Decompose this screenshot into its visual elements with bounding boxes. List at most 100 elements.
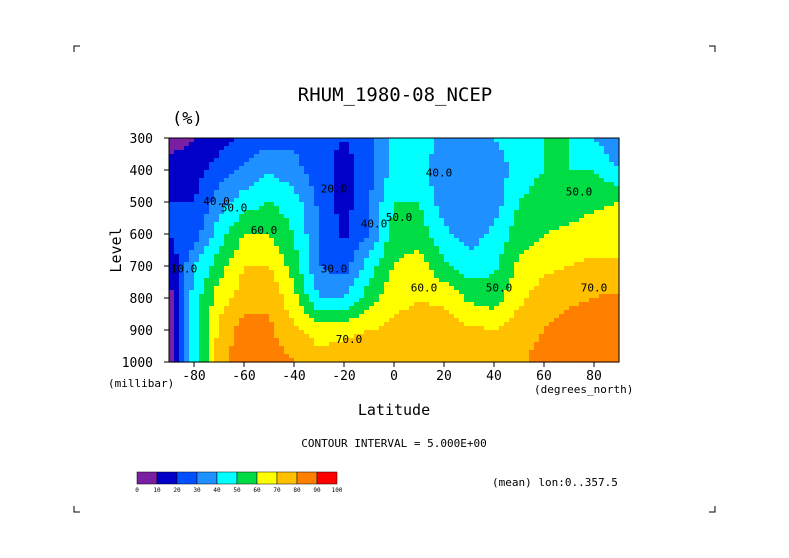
heatmap-cell xyxy=(364,222,370,227)
heatmap-cell xyxy=(319,162,325,167)
heatmap-cell xyxy=(294,218,300,223)
heatmap-cell xyxy=(319,338,325,343)
heatmap-cell xyxy=(554,198,560,203)
heatmap-cell xyxy=(224,254,230,259)
heatmap-cell xyxy=(399,158,405,163)
heatmap-cell xyxy=(304,306,310,311)
heatmap-cell xyxy=(259,214,265,219)
heatmap-cell xyxy=(209,198,215,203)
heatmap-cell xyxy=(204,270,210,275)
heatmap-cell xyxy=(454,234,460,239)
heatmap-cell xyxy=(549,338,555,343)
heatmap-cell xyxy=(419,338,425,343)
heatmap-cell xyxy=(614,354,620,359)
heatmap-cell xyxy=(439,298,445,303)
heatmap-cell xyxy=(289,186,295,191)
heatmap-cell xyxy=(299,338,305,343)
heatmap-cell xyxy=(374,266,380,271)
heatmap-cell xyxy=(364,314,370,319)
heatmap-cell xyxy=(464,306,470,311)
heatmap-cell xyxy=(304,334,310,339)
heatmap-cell xyxy=(429,238,435,243)
heatmap-cell xyxy=(604,246,610,251)
heatmap-cell xyxy=(219,150,225,155)
heatmap-cell xyxy=(239,314,245,319)
heatmap-cell xyxy=(544,150,550,155)
heatmap-cell xyxy=(329,330,335,335)
heatmap-cell xyxy=(309,138,315,143)
heatmap-cell xyxy=(234,302,240,307)
heatmap-cell xyxy=(569,222,575,227)
heatmap-cell xyxy=(344,194,350,199)
heatmap-cell xyxy=(454,202,460,207)
heatmap-cell xyxy=(364,154,370,159)
heatmap-cell xyxy=(569,138,575,143)
heatmap-cell xyxy=(459,214,465,219)
heatmap-cell xyxy=(364,206,370,211)
heatmap-cell xyxy=(184,146,190,151)
heatmap-cell xyxy=(349,250,355,255)
heatmap-cell xyxy=(369,250,375,255)
heatmap-cell xyxy=(464,206,470,211)
heatmap-cell xyxy=(309,198,315,203)
heatmap-cell xyxy=(504,290,510,295)
heatmap-cell xyxy=(439,282,445,287)
heatmap-cell xyxy=(604,354,610,359)
heatmap-cell xyxy=(394,182,400,187)
heatmap-cell xyxy=(444,342,450,347)
heatmap-cell xyxy=(364,310,370,315)
heatmap-cell xyxy=(304,346,310,351)
heatmap-cell xyxy=(379,246,385,251)
heatmap-cell xyxy=(209,338,215,343)
heatmap-cell xyxy=(454,266,460,271)
heatmap-cell xyxy=(324,262,330,267)
heatmap-cell xyxy=(554,182,560,187)
heatmap-cell xyxy=(559,246,565,251)
heatmap-cell xyxy=(229,310,235,315)
heatmap-cell xyxy=(299,206,305,211)
heatmap-cell xyxy=(384,326,390,331)
heatmap-cell xyxy=(214,334,220,339)
heatmap-cell xyxy=(464,246,470,251)
heatmap-cell xyxy=(339,158,345,163)
heatmap-cell xyxy=(429,222,435,227)
heatmap-cell xyxy=(219,154,225,159)
heatmap-cell xyxy=(509,310,515,315)
heatmap-cell xyxy=(454,258,460,263)
heatmap-cell xyxy=(594,234,600,239)
heatmap-cell xyxy=(504,326,510,331)
heatmap-cell xyxy=(359,306,365,311)
heatmap-cell xyxy=(269,174,275,179)
heatmap-cell xyxy=(474,346,480,351)
heatmap-cell xyxy=(199,274,205,279)
heatmap-cell xyxy=(564,218,570,223)
heatmap-cell xyxy=(434,182,440,187)
heatmap-cell xyxy=(184,202,190,207)
heatmap-cell xyxy=(469,242,475,247)
heatmap-cell xyxy=(429,178,435,183)
heatmap-cell xyxy=(494,198,500,203)
heatmap-cell xyxy=(559,202,565,207)
heatmap-cell xyxy=(469,138,475,143)
heatmap-cell xyxy=(284,322,290,327)
heatmap-cell xyxy=(229,338,235,343)
heatmap-cell xyxy=(529,258,535,263)
heatmap-cell xyxy=(224,238,230,243)
heatmap-cell xyxy=(439,186,445,191)
heatmap-cell xyxy=(199,354,205,359)
heatmap-cell xyxy=(474,178,480,183)
heatmap-cell xyxy=(274,194,280,199)
heatmap-cell xyxy=(434,354,440,359)
heatmap-cell xyxy=(274,334,280,339)
heatmap-cell xyxy=(179,346,185,351)
heatmap-cell xyxy=(589,170,595,175)
heatmap-cell xyxy=(329,342,335,347)
heatmap-cell xyxy=(279,282,285,287)
heatmap-cell xyxy=(529,178,535,183)
heatmap-cell xyxy=(259,278,265,283)
heatmap-cell xyxy=(404,334,410,339)
heatmap-cell xyxy=(504,274,510,279)
heatmap-cell xyxy=(174,318,180,323)
heatmap-cell xyxy=(479,138,485,143)
heatmap-cell xyxy=(389,302,395,307)
